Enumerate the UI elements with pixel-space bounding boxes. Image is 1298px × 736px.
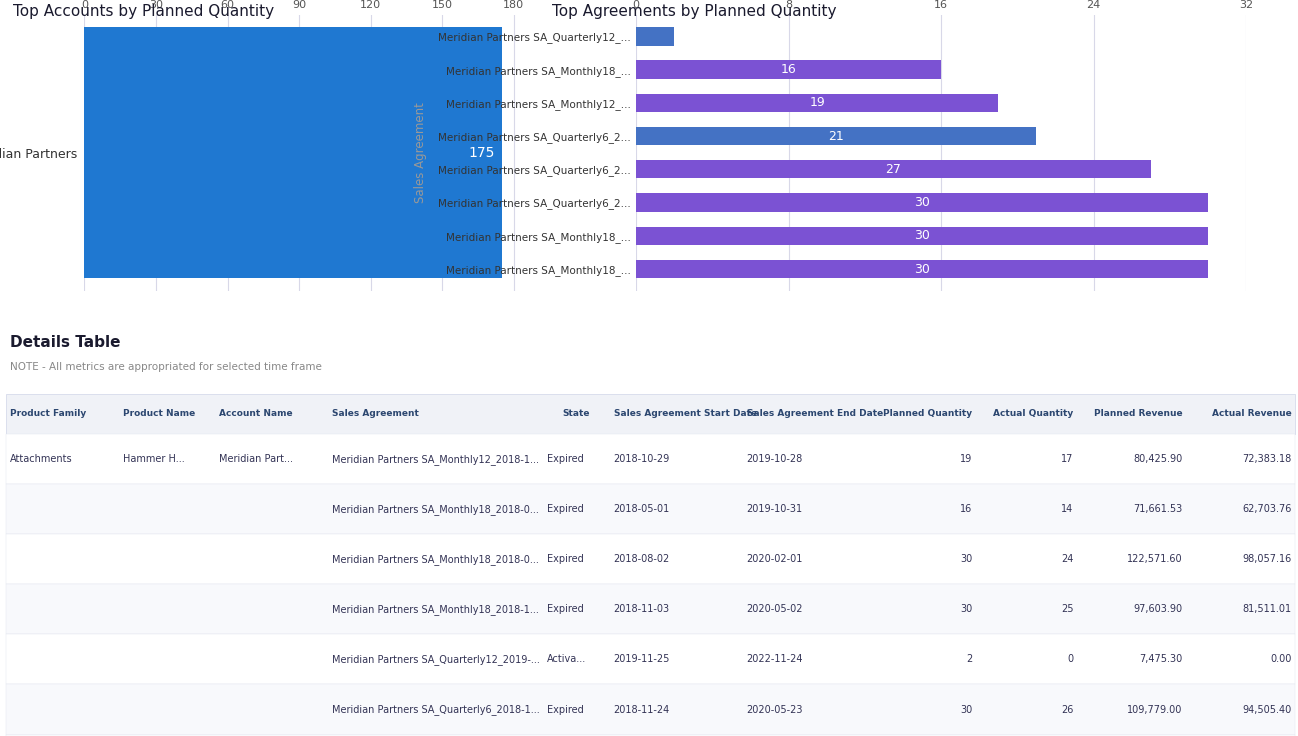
Text: Meridian Partners SA_Monthly18_2018-0...: Meridian Partners SA_Monthly18_2018-0... — [332, 504, 539, 514]
Text: 0.00: 0.00 — [1271, 654, 1292, 665]
Text: Expired: Expired — [548, 554, 584, 565]
Text: Top Accounts by Planned Quantity: Top Accounts by Planned Quantity — [13, 4, 274, 18]
Text: 16: 16 — [961, 504, 972, 514]
Text: State: State — [563, 409, 591, 419]
Text: Sales Agreement End Date: Sales Agreement End Date — [746, 409, 883, 419]
Text: 2: 2 — [966, 654, 972, 665]
Text: Meridian Partners SA_Quarterly6_2018-1...: Meridian Partners SA_Quarterly6_2018-1..… — [332, 704, 540, 715]
Text: 81,511.01: 81,511.01 — [1242, 604, 1292, 615]
Text: 175: 175 — [469, 146, 495, 160]
Text: 0: 0 — [1067, 654, 1073, 665]
Bar — [636, 27, 674, 46]
Text: 2018-11-03: 2018-11-03 — [614, 604, 670, 615]
Bar — [636, 227, 1208, 245]
Text: 2020-02-01: 2020-02-01 — [746, 554, 803, 565]
Text: 62,703.76: 62,703.76 — [1242, 504, 1292, 514]
Text: 2020-05-02: 2020-05-02 — [746, 604, 803, 615]
Text: 2020-05-23: 2020-05-23 — [746, 704, 803, 715]
Text: Product Family: Product Family — [10, 409, 87, 419]
Text: Expired: Expired — [548, 704, 584, 715]
Text: 19: 19 — [809, 96, 826, 110]
Text: 14: 14 — [1062, 504, 1073, 514]
Text: NOTE - All metrics are appropriated for selected time frame: NOTE - All metrics are appropriated for … — [10, 362, 322, 372]
Text: 2019-10-31: 2019-10-31 — [746, 504, 802, 514]
Text: 94,505.40: 94,505.40 — [1242, 704, 1292, 715]
Text: 16: 16 — [780, 63, 797, 76]
Text: 21: 21 — [828, 130, 844, 143]
Text: Meridian Partners SA_Quarterly12_2019-...: Meridian Partners SA_Quarterly12_2019-..… — [332, 654, 540, 665]
Text: Planned Revenue: Planned Revenue — [1094, 409, 1182, 419]
Text: Expired: Expired — [548, 504, 584, 514]
Bar — [636, 93, 998, 112]
Text: Actual Quantity: Actual Quantity — [993, 409, 1073, 419]
Text: Expired: Expired — [548, 604, 584, 615]
Text: 109,779.00: 109,779.00 — [1127, 704, 1182, 715]
Text: 122,571.60: 122,571.60 — [1127, 554, 1182, 565]
Text: Planned Quantity: Planned Quantity — [884, 409, 972, 419]
Text: Product Name: Product Name — [123, 409, 196, 419]
Text: 27: 27 — [885, 163, 901, 176]
Text: Hammer H...: Hammer H... — [123, 454, 186, 464]
Y-axis label: Sales Agreement: Sales Agreement — [414, 102, 427, 203]
Text: 7,475.30: 7,475.30 — [1140, 654, 1182, 665]
Text: 2019-11-25: 2019-11-25 — [614, 654, 670, 665]
Text: 30: 30 — [961, 604, 972, 615]
Text: 80,425.90: 80,425.90 — [1133, 454, 1182, 464]
Text: 97,603.90: 97,603.90 — [1133, 604, 1182, 615]
Bar — [636, 260, 1208, 278]
Text: 26: 26 — [1062, 704, 1073, 715]
Text: 2018-05-01: 2018-05-01 — [614, 504, 670, 514]
Bar — [636, 194, 1208, 212]
Text: 98,057.16: 98,057.16 — [1242, 554, 1292, 565]
Text: 72,383.18: 72,383.18 — [1242, 454, 1292, 464]
Text: 25: 25 — [1060, 604, 1073, 615]
Text: 2: 2 — [681, 30, 689, 43]
Text: 2018-10-29: 2018-10-29 — [614, 454, 670, 464]
Text: 30: 30 — [914, 196, 929, 209]
Text: 30: 30 — [914, 263, 929, 275]
Text: 30: 30 — [961, 554, 972, 565]
Text: Meridian Partners SA_Monthly18_2018-0...: Meridian Partners SA_Monthly18_2018-0... — [332, 554, 539, 565]
Text: Sales Agreement: Sales Agreement — [332, 409, 419, 419]
Text: 17: 17 — [1062, 454, 1073, 464]
Text: Expired: Expired — [548, 454, 584, 464]
Text: Meridian Part...: Meridian Part... — [219, 454, 293, 464]
Text: Meridian Partners SA_Monthly18_2018-1...: Meridian Partners SA_Monthly18_2018-1... — [332, 604, 539, 615]
Text: 30: 30 — [914, 230, 929, 242]
Text: 2019-10-28: 2019-10-28 — [746, 454, 802, 464]
Text: Meridian Partners SA_Monthly12_2018-1...: Meridian Partners SA_Monthly12_2018-1... — [332, 454, 539, 464]
Bar — [636, 60, 941, 79]
Text: Actual Revenue: Actual Revenue — [1212, 409, 1292, 419]
Text: Top Agreements by Planned Quantity: Top Agreements by Planned Quantity — [552, 4, 836, 18]
Text: 30: 30 — [961, 704, 972, 715]
Text: Account Name: Account Name — [219, 409, 292, 419]
Text: 24: 24 — [1062, 554, 1073, 565]
Bar — [636, 127, 1036, 145]
Text: Activa...: Activa... — [548, 654, 587, 665]
Text: 2018-11-24: 2018-11-24 — [614, 704, 670, 715]
Bar — [636, 160, 1151, 178]
Text: 2022-11-24: 2022-11-24 — [746, 654, 803, 665]
Text: 71,661.53: 71,661.53 — [1133, 504, 1182, 514]
Text: 19: 19 — [961, 454, 972, 464]
Text: Details Table: Details Table — [10, 335, 121, 350]
Text: 2018-08-02: 2018-08-02 — [614, 554, 670, 565]
Text: Attachments: Attachments — [10, 454, 73, 464]
Text: Sales Agreement Start Date: Sales Agreement Start Date — [614, 409, 757, 419]
